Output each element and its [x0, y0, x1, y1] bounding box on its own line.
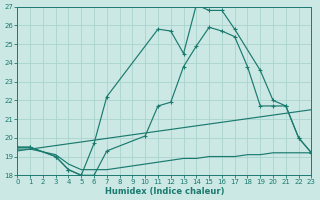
X-axis label: Humidex (Indice chaleur): Humidex (Indice chaleur)	[105, 187, 224, 196]
